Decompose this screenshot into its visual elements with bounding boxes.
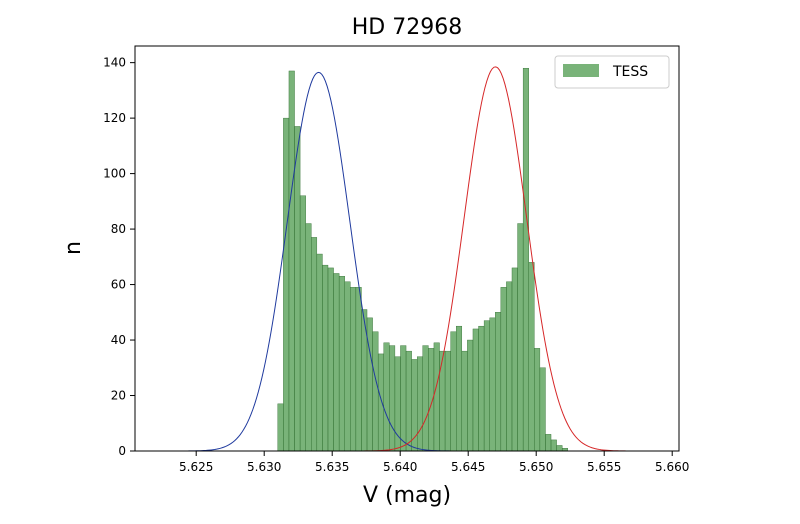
histogram-bar	[534, 348, 541, 452]
histogram-bar	[305, 223, 312, 452]
histogram-bar	[545, 434, 552, 452]
x-tick-label: 5.660	[655, 460, 689, 474]
histogram-bar	[400, 345, 407, 452]
histogram-bar	[350, 287, 357, 452]
histogram-bar	[383, 342, 390, 452]
y-tick-label: 120	[103, 111, 126, 125]
y-axis: 0 20 40 60 80 100 120 140	[103, 56, 135, 458]
histogram-bar	[355, 287, 362, 452]
x-tick-label: 5.655	[587, 460, 621, 474]
chart-title: HD 72968	[352, 15, 462, 40]
legend-label-tess: TESS	[612, 64, 648, 80]
histogram-bar	[405, 350, 412, 452]
y-axis-title: n	[61, 241, 86, 255]
histogram-bar	[517, 223, 524, 452]
x-tick-label: 5.635	[315, 460, 349, 474]
legend-swatch	[563, 64, 599, 77]
histogram-bar	[506, 281, 513, 452]
x-tick-label: 5.630	[247, 460, 281, 474]
histogram-bar	[483, 320, 490, 452]
x-tick-label: 5.650	[519, 460, 553, 474]
histogram-bar	[288, 70, 295, 452]
histogram-bar	[294, 126, 301, 452]
histogram-bar	[467, 339, 474, 452]
y-tick-label: 100	[103, 167, 126, 181]
histogram-bar	[495, 312, 502, 452]
histogram-bar	[338, 276, 345, 452]
histogram-bar	[456, 325, 463, 452]
legend: TESS	[554, 55, 670, 89]
y-tick-label: 60	[111, 278, 126, 292]
histogram-bar	[461, 350, 468, 452]
histogram-bar	[450, 331, 457, 452]
histogram-bar	[556, 445, 563, 452]
histogram-bar	[311, 237, 318, 452]
histogram-bar	[439, 350, 446, 452]
histogram-bar	[299, 195, 306, 452]
histogram-bar	[277, 403, 284, 452]
histogram-bar	[433, 342, 440, 452]
histogram-bar	[478, 325, 485, 452]
histogram-bar	[472, 328, 479, 452]
histogram-bar	[283, 117, 290, 452]
x-tick-label: 5.625	[179, 460, 213, 474]
histogram-bar	[372, 331, 379, 452]
histogram-bar	[322, 264, 329, 452]
histogram-bar	[550, 439, 557, 452]
histogram-bar	[316, 253, 323, 452]
y-tick-label: 40	[111, 333, 126, 347]
histogram-bar	[539, 367, 546, 452]
histogram-bar	[511, 267, 518, 452]
x-tick-label: 5.640	[383, 460, 417, 474]
y-tick-label: 0	[118, 444, 126, 458]
x-axis-title: V (mag)	[363, 483, 451, 508]
y-tick-label: 20	[111, 389, 126, 403]
x-tick-label: 5.645	[451, 460, 485, 474]
histogram-bar	[389, 345, 396, 452]
y-tick-label: 140	[103, 56, 126, 70]
histogram-bar	[489, 317, 496, 452]
plot-frame	[134, 45, 680, 452]
histogram-bar	[344, 281, 351, 452]
histogram-bars	[277, 67, 568, 452]
histogram-bar	[444, 350, 451, 452]
histogram-bar	[417, 356, 423, 452]
histogram-bar	[327, 267, 334, 452]
histogram-bar	[528, 262, 535, 452]
histogram-bar	[522, 67, 529, 452]
histogram-bar	[394, 356, 401, 452]
histogram-bar	[333, 273, 340, 452]
histogram-bar	[422, 345, 429, 452]
histogram-bar	[500, 287, 507, 452]
y-tick-label: 80	[111, 222, 126, 236]
histogram-bar	[366, 317, 373, 452]
histogram-bar	[377, 353, 384, 452]
x-axis: 5.625 5.630 5.635 5.640 5.645 5.650 5.655 5.660	[179, 451, 689, 474]
